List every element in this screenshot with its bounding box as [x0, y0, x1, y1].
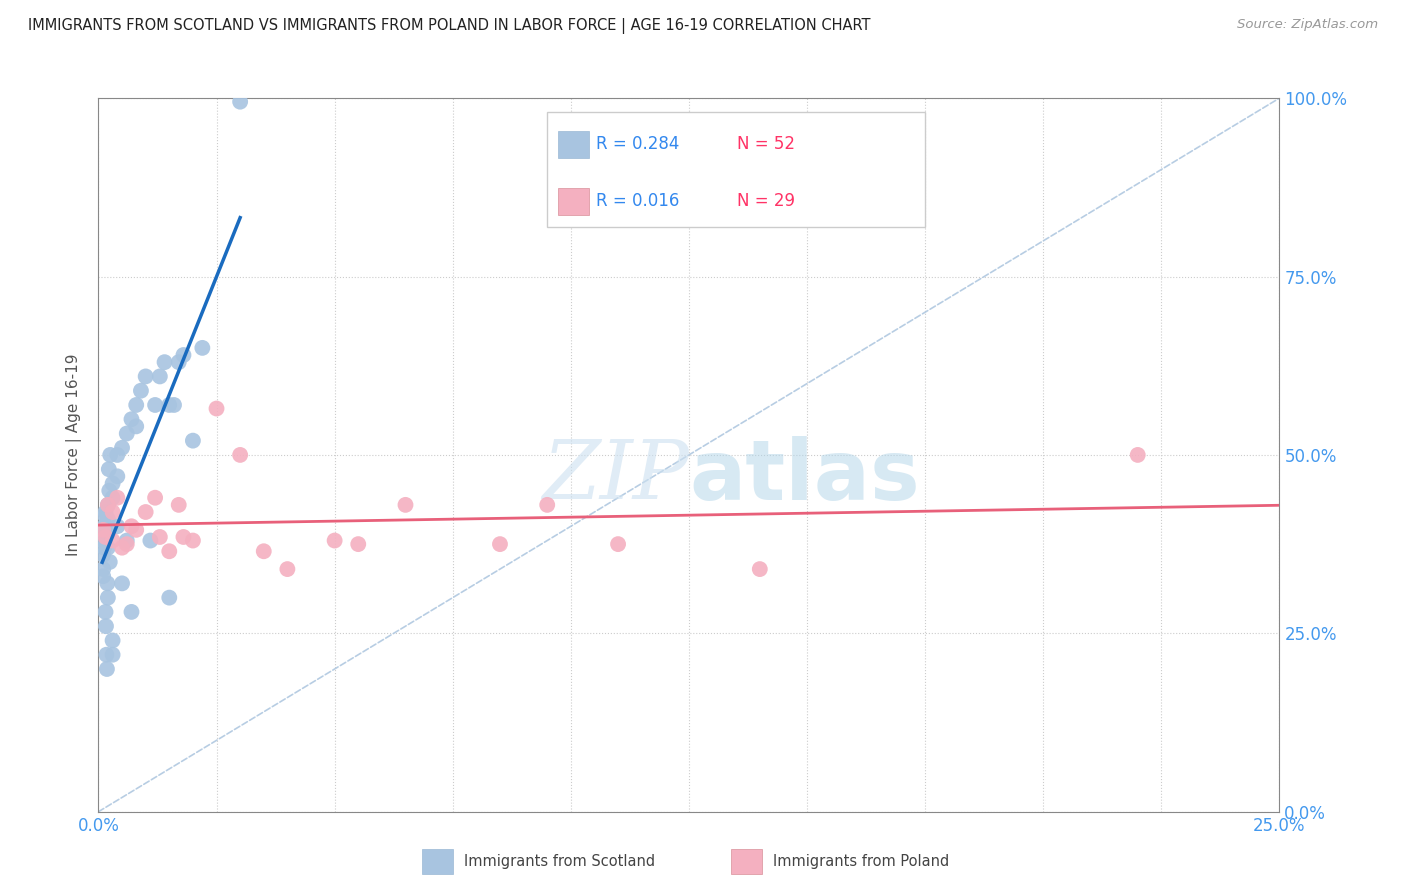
Point — [97, 526, 120, 541]
Point — [172, 348, 194, 362]
Point — [91, 569, 114, 583]
Text: Immigrants from Scotland: Immigrants from Scotland — [464, 855, 655, 869]
Point — [121, 412, 143, 426]
Point — [111, 541, 134, 555]
Point — [167, 355, 190, 369]
Point — [93, 541, 115, 555]
Point — [94, 505, 117, 519]
Point — [229, 95, 252, 109]
Point — [157, 398, 180, 412]
Point — [91, 548, 114, 562]
Point — [98, 555, 121, 569]
Point — [115, 537, 138, 551]
Point — [489, 537, 512, 551]
Point — [143, 491, 166, 505]
Point — [97, 591, 120, 605]
Point — [181, 533, 204, 548]
Point — [94, 605, 117, 619]
Text: R = 0.284: R = 0.284 — [596, 136, 679, 153]
Point — [94, 619, 117, 633]
Point — [94, 530, 117, 544]
Point — [323, 533, 346, 548]
Point — [125, 419, 148, 434]
Point — [253, 544, 276, 558]
Point — [143, 398, 166, 412]
Point — [96, 662, 118, 676]
Text: ZIP: ZIP — [543, 436, 689, 516]
Text: N = 52: N = 52 — [737, 136, 794, 153]
Point — [135, 369, 157, 384]
Text: Source: ZipAtlas.com: Source: ZipAtlas.com — [1237, 18, 1378, 31]
Point — [93, 519, 115, 533]
Point — [394, 498, 416, 512]
Text: atlas: atlas — [689, 436, 920, 516]
Point — [153, 355, 176, 369]
Point — [96, 576, 118, 591]
Text: IMMIGRANTS FROM SCOTLAND VS IMMIGRANTS FROM POLAND IN LABOR FORCE | AGE 16-19 CO: IMMIGRANTS FROM SCOTLAND VS IMMIGRANTS F… — [28, 18, 870, 34]
Point — [101, 476, 124, 491]
Point — [135, 505, 157, 519]
Point — [121, 519, 143, 533]
Text: R = 0.016: R = 0.016 — [596, 193, 679, 211]
Point — [91, 523, 114, 537]
Point — [347, 537, 370, 551]
Point — [98, 483, 121, 498]
Point — [101, 648, 124, 662]
Point — [101, 505, 124, 519]
Text: N = 29: N = 29 — [737, 193, 794, 211]
Point — [97, 462, 120, 476]
Point — [181, 434, 204, 448]
Point — [96, 648, 118, 662]
Point — [191, 341, 214, 355]
Point — [129, 384, 152, 398]
Point — [121, 605, 143, 619]
Point — [97, 541, 120, 555]
Point — [97, 498, 120, 512]
Point — [111, 576, 134, 591]
Point — [229, 448, 252, 462]
Point — [91, 533, 114, 548]
Point — [97, 498, 120, 512]
Point — [157, 591, 180, 605]
Point — [97, 512, 120, 526]
Point — [536, 498, 558, 512]
Point — [115, 533, 138, 548]
Y-axis label: In Labor Force | Age 16-19: In Labor Force | Age 16-19 — [66, 353, 83, 557]
Point — [748, 562, 770, 576]
Point — [167, 498, 190, 512]
Point — [276, 562, 298, 576]
Text: Immigrants from Poland: Immigrants from Poland — [773, 855, 949, 869]
Point — [105, 469, 128, 483]
Point — [149, 369, 172, 384]
Point — [125, 523, 148, 537]
Point — [125, 398, 148, 412]
Point — [91, 523, 114, 537]
Point — [157, 544, 180, 558]
Point — [101, 533, 124, 548]
Point — [105, 448, 128, 462]
Point — [205, 401, 228, 416]
Point — [115, 426, 138, 441]
Point — [105, 491, 128, 505]
Point — [101, 633, 124, 648]
Point — [163, 398, 186, 412]
Point — [105, 519, 128, 533]
Point — [111, 441, 134, 455]
Point — [149, 530, 172, 544]
Point — [172, 530, 194, 544]
Point — [139, 533, 162, 548]
Point — [607, 537, 630, 551]
Point — [1126, 448, 1149, 462]
Point — [98, 448, 121, 462]
Point — [91, 562, 114, 576]
Point — [94, 508, 117, 523]
Point — [101, 491, 124, 505]
